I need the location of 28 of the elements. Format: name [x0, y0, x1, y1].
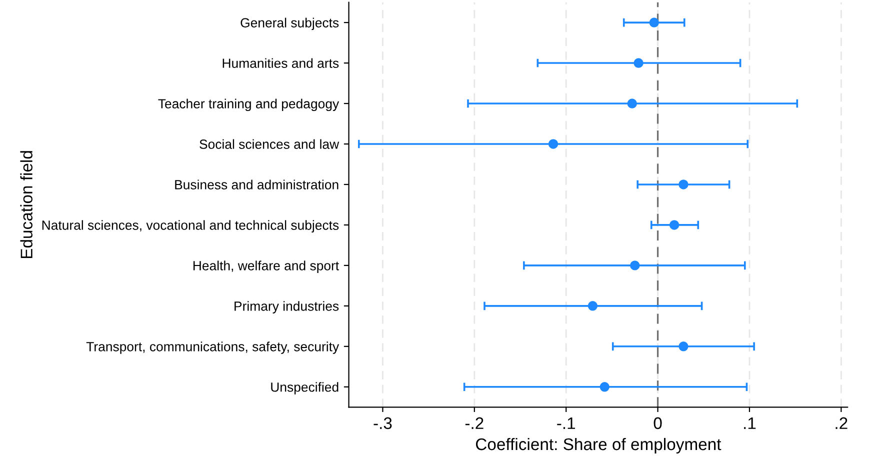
y-tick-label: Teacher training and pedagogy	[158, 98, 340, 112]
x-tick-label: .1	[744, 417, 756, 429]
point	[669, 220, 680, 230]
point	[678, 342, 688, 352]
x-tick-label: -.1	[557, 417, 576, 429]
y-tick-label: Transport, communications, safety, security	[86, 342, 340, 354]
point	[649, 18, 659, 28]
y-tick-label: Health, welfare and sport	[193, 260, 339, 273]
y-tick-label: General subjects	[240, 18, 339, 30]
point	[548, 139, 558, 149]
x-tick-label: 0	[654, 417, 662, 430]
point	[627, 98, 637, 108]
x-tick-label: -.3	[374, 417, 392, 430]
point	[634, 58, 644, 68]
y-tick-label: Business and administration	[175, 180, 338, 190]
y-axis-title: Education field	[20, 151, 32, 258]
y-tick-label: Unspecified	[271, 382, 338, 394]
point	[600, 382, 610, 392]
y-tick-label: Humanities and arts	[222, 58, 339, 68]
y-tick-label: Social sciences and law	[200, 139, 340, 149]
point	[678, 180, 688, 190]
y-tick-label: Primary industries	[234, 301, 339, 314]
x-axis-title: Coefficient: Share of employment	[476, 438, 722, 454]
y-tick-label: Natural sciences, vocational and technical subjects	[42, 220, 339, 232]
point	[630, 260, 640, 270]
x-tick-label: -.2	[465, 417, 484, 429]
point	[588, 301, 598, 311]
x-tick-label: .2	[836, 417, 848, 429]
